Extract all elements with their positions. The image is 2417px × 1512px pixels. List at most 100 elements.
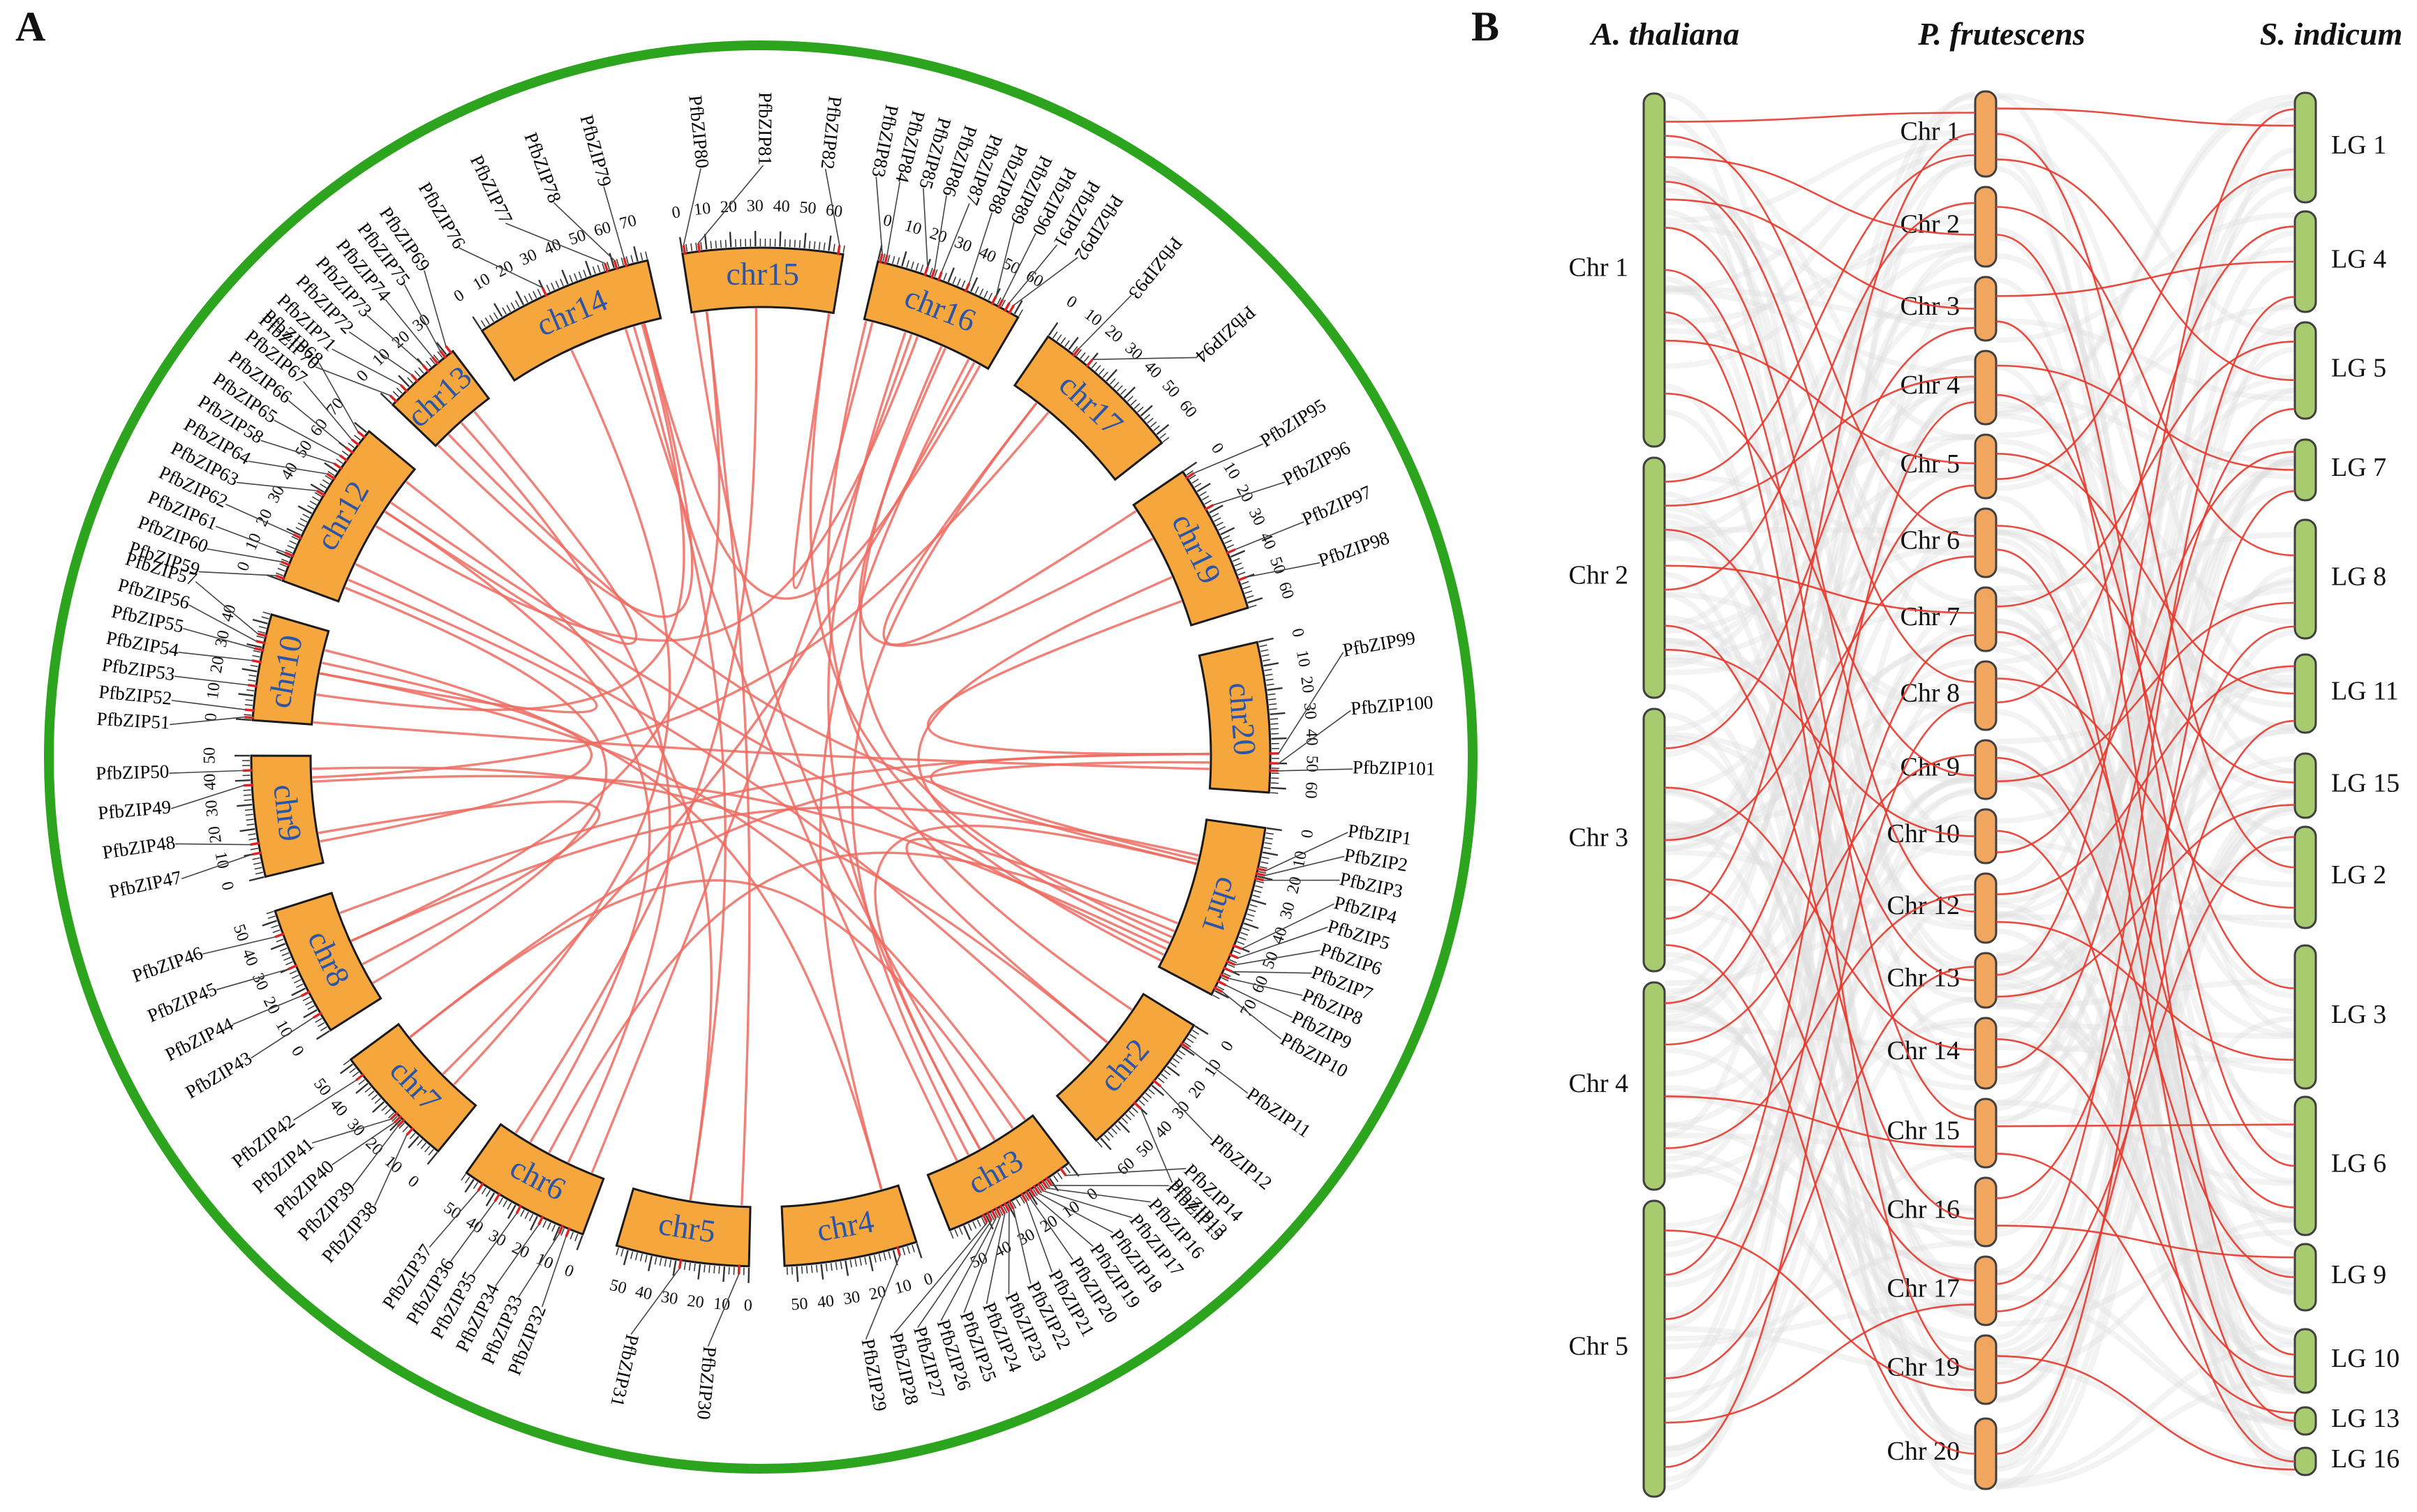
gene-connector — [865, 1255, 901, 1340]
circos-link — [874, 825, 1197, 1150]
circos-plot: chr1010203040506070PfbZIP1PfbZIP2PfbZIP3… — [44, 40, 1478, 1474]
gene-connector — [1221, 991, 1281, 1040]
gene-connector — [824, 168, 840, 246]
tick-mark — [1108, 1131, 1114, 1138]
tick-mark — [1264, 841, 1272, 845]
bar-label-Chr-3: Chr 3 — [1901, 292, 1961, 321]
tick-mark — [1224, 539, 1233, 544]
chromosome-block-chr20 — [1198, 641, 1272, 794]
synteny-link-gray — [1664, 328, 1976, 480]
gene-label-PfbZIP46: PfbZIP46 — [129, 942, 205, 986]
synteny-link-gray — [1995, 845, 2296, 1079]
gene-label-PfbZIP50: PfbZIP50 — [96, 761, 170, 784]
synteny-link-red — [1995, 158, 2296, 382]
gene-label-PfbZIP99: PfbZIP99 — [1341, 627, 1417, 661]
tick-mark — [246, 823, 255, 826]
tick-mark — [276, 938, 284, 943]
synteny-link-gray — [1995, 603, 2296, 1286]
tick-mark — [1260, 649, 1269, 652]
bar-P-frutescens-Chr-4 — [1974, 350, 1998, 426]
synteny-link-gray — [1995, 530, 2296, 1126]
circos-link — [917, 576, 1173, 945]
gene-connector — [1188, 1048, 1249, 1094]
gene-connector — [315, 366, 391, 396]
synteny-link-gray — [1995, 276, 2296, 1472]
gene-mark — [257, 632, 268, 638]
synteny-link-gray — [1664, 903, 1976, 987]
tick-mark — [1028, 1191, 1038, 1206]
tick-mark — [1214, 517, 1221, 522]
synteny-link-gray — [1995, 588, 2296, 1476]
gene-connector — [1160, 1086, 1213, 1141]
tick-mark — [515, 290, 525, 306]
tick-mark — [385, 1109, 392, 1115]
tick-mark — [845, 1260, 849, 1276]
tick-mark — [1240, 931, 1249, 936]
synteny-link-red — [1995, 320, 2296, 1356]
gene-mark — [1003, 302, 1011, 313]
gene-mark — [1256, 867, 1267, 872]
tick-mark — [485, 1192, 496, 1206]
circos-link — [406, 481, 713, 1201]
chromosome-block-chr4 — [780, 1184, 918, 1267]
tick-mark — [1036, 1186, 1042, 1194]
gene-connector — [1278, 768, 1353, 772]
synteny-link-gray — [1995, 1362, 2296, 1467]
gene-mark — [964, 283, 971, 293]
gene-mark — [697, 243, 701, 253]
tick-number: 40 — [326, 1095, 350, 1120]
tick-mark — [437, 351, 443, 358]
synteny-link-red — [1664, 966, 1976, 1379]
synteny-link-gray — [1995, 728, 2296, 991]
bar-A-thaliana-Chr-5 — [1642, 1199, 1666, 1498]
tick-mark — [299, 518, 308, 523]
tick-mark — [271, 925, 279, 929]
gene-label-PfbZIP1: PfbZIP1 — [1347, 820, 1413, 848]
synteny-link-gray — [1664, 592, 1976, 1491]
tick-mark — [801, 1266, 803, 1274]
synteny-link-gray — [1664, 354, 1976, 936]
gene-mark — [1041, 1179, 1049, 1189]
synteny-link-gray — [1664, 540, 1976, 1026]
tick-mark — [245, 699, 253, 701]
synteny-link-gray — [1995, 375, 2296, 648]
circos-link — [312, 766, 1108, 1044]
bar-S-indicum-LG-11 — [2293, 653, 2317, 734]
tick-mark — [877, 244, 883, 260]
gene-mark — [300, 990, 311, 997]
tick-mark — [859, 1257, 862, 1266]
tick-mark — [493, 312, 498, 320]
tick-mark — [583, 269, 587, 278]
gene-mark — [836, 245, 841, 255]
tick-mark — [1265, 673, 1273, 676]
gene-mark — [613, 260, 618, 271]
synteny-link-gray — [1664, 964, 1976, 1476]
tick-mark — [277, 567, 285, 572]
tick-mark — [291, 536, 299, 541]
tick-mark — [695, 242, 698, 250]
circos-link — [858, 347, 1154, 647]
tick-mark — [237, 803, 253, 807]
circos-link — [447, 433, 1198, 861]
chromosome-block-chr15 — [681, 246, 845, 315]
gene-mark — [937, 271, 943, 282]
gene-mark — [288, 964, 298, 971]
tick-mark — [1003, 1206, 1008, 1214]
gene-label-PfbZIP78: PfbZIP78 — [520, 130, 565, 206]
bar-P-frutescens-Chr-8 — [1974, 660, 1998, 731]
tick-mark — [317, 1021, 325, 1027]
synteny-link-gray — [1995, 361, 2296, 466]
gene-connector — [202, 936, 276, 955]
tick-mark — [1251, 899, 1267, 906]
synteny-link-gray — [1664, 701, 1976, 1077]
synteny-link-gray — [1995, 1216, 2296, 1375]
synteny-link-gray — [1995, 94, 2296, 414]
tick-number: 20 — [205, 825, 225, 844]
tick-mark — [1060, 337, 1066, 345]
gene-mark — [1222, 966, 1233, 973]
synteny-link-gray — [1664, 175, 1976, 605]
bar-P-frutescens-Chr-5 — [1974, 433, 1998, 500]
tick-mark — [634, 1252, 639, 1261]
gene-connector — [1265, 832, 1348, 871]
tick-mark — [1220, 527, 1235, 536]
